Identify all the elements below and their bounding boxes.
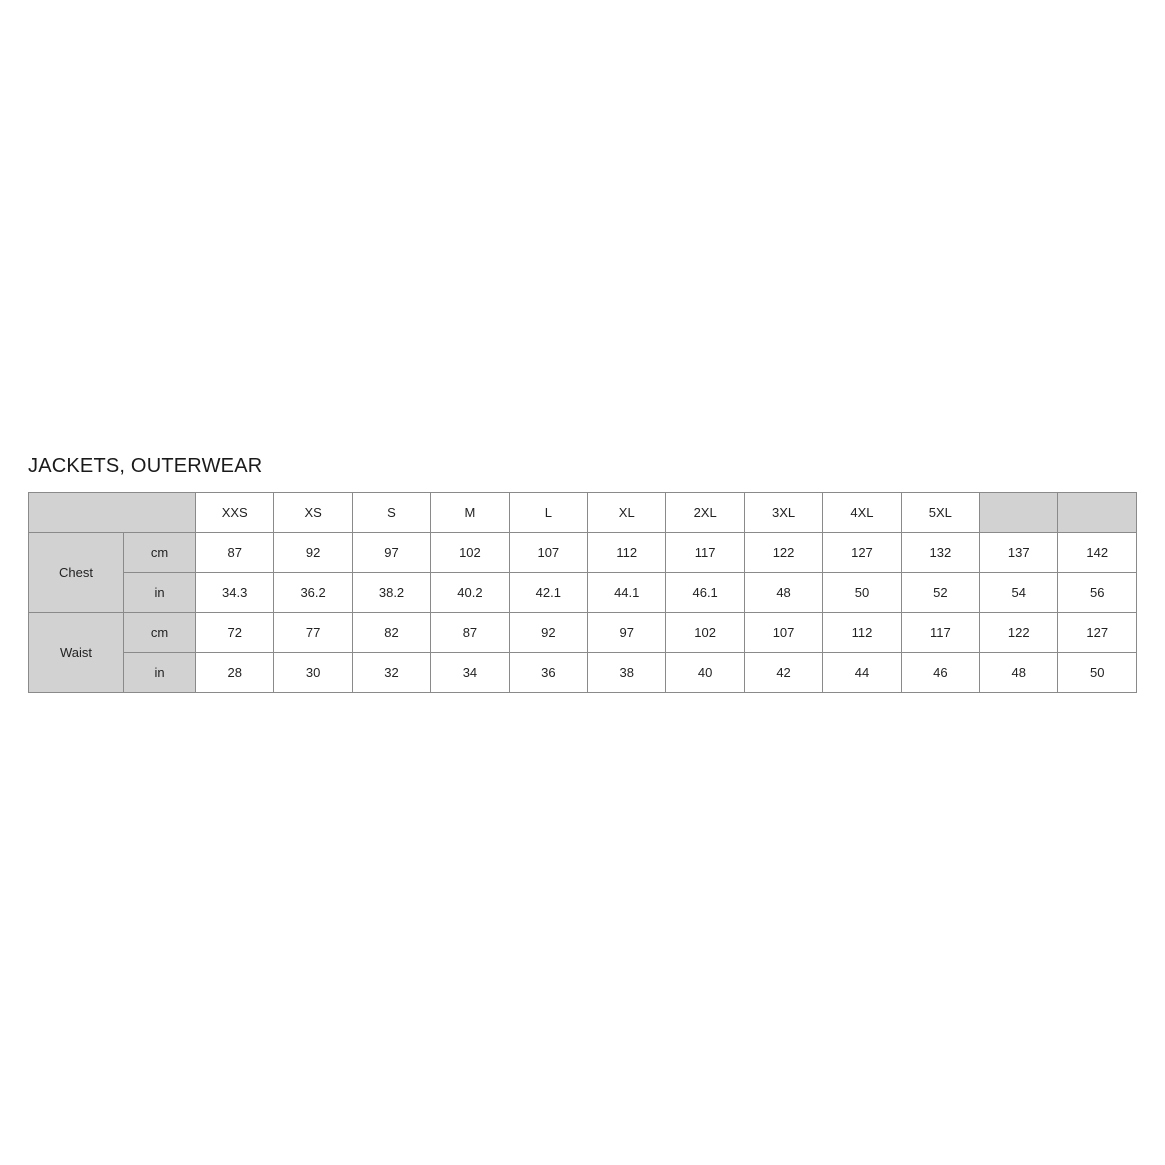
page-title: JACKETS, OUTERWEAR <box>28 455 263 477</box>
table-cell: 34 <box>430 652 510 693</box>
chest-cm-row: Chest cm 87 92 97 102 107 112 117 122 12… <box>28 532 1137 613</box>
size-header-xxs: XXS <box>194 492 275 533</box>
size-header-5xl: 5XL <box>900 492 981 533</box>
waist-cm-row: Waist cm 72 77 82 87 92 97 102 107 112 1… <box>28 612 1137 693</box>
table-cell: 122 <box>743 532 824 573</box>
table-cell: 40.2 <box>430 572 510 613</box>
table-cell: 38 <box>587 652 667 693</box>
table-cell: 117 <box>900 612 981 653</box>
table-cell: 112 <box>822 612 902 653</box>
unit-cell-in: in <box>123 572 196 613</box>
row-label-waist: Waist <box>28 612 124 693</box>
table-cell: 50 <box>822 572 902 613</box>
table-cell: 72 <box>194 612 275 653</box>
table-cell: 107 <box>508 532 589 573</box>
size-header-3xl: 3XL <box>743 492 824 533</box>
empty-header-cell <box>1057 492 1137 533</box>
table-cell: 107 <box>743 612 824 653</box>
table-cell: 92 <box>273 532 353 573</box>
empty-header-cell <box>979 492 1059 533</box>
header-row: XXS XS S M L XL 2XL 3XL 4XL 5XL <box>28 492 1137 533</box>
size-header-xs: XS <box>273 492 353 533</box>
table-cell: 54 <box>979 572 1059 613</box>
unit-cell-in: in <box>123 652 196 693</box>
size-header-s: S <box>351 492 432 533</box>
table-cell: 127 <box>822 532 902 573</box>
table-cell: 30 <box>273 652 353 693</box>
table-cell: 132 <box>900 532 981 573</box>
table-cell: 38.2 <box>351 572 432 613</box>
table-cell: 42.1 <box>508 572 589 613</box>
table-cell: 34.3 <box>194 572 275 613</box>
chest-in-row: in 34.3 36.2 38.2 40.2 42.1 44.1 46.1 48… <box>29 572 1137 613</box>
size-header-xl: XL <box>587 492 667 533</box>
table-cell: 127 <box>1057 612 1137 653</box>
table-cell: 50 <box>1057 652 1137 693</box>
unit-cell-cm: cm <box>123 612 196 653</box>
table-cell: 44.1 <box>587 572 667 613</box>
row-label-chest: Chest <box>28 532 124 613</box>
table-cell: 82 <box>351 612 432 653</box>
table-cell: 102 <box>665 612 745 653</box>
waist-in-row: in 28 30 32 34 36 38 40 42 44 46 48 50 <box>29 652 1137 693</box>
size-guide-section: JACKETS, OUTERWEAR XXS XS S M L XL 2XL 3… <box>28 452 1137 693</box>
table-cell: 137 <box>979 532 1059 573</box>
table-cell: 87 <box>194 532 275 573</box>
size-chart-table: XXS XS S M L XL 2XL 3XL 4XL 5XL Chest cm <box>28 492 1137 693</box>
table-cell: 46 <box>900 652 981 693</box>
size-header-l: L <box>508 492 589 533</box>
table-cell: 36 <box>508 652 589 693</box>
table-cell: 36.2 <box>273 572 353 613</box>
table-cell: 56 <box>1057 572 1137 613</box>
table-cell: 32 <box>351 652 432 693</box>
table-cell: 112 <box>587 532 667 573</box>
table-cell: 28 <box>194 652 275 693</box>
size-header-4xl: 4XL <box>822 492 902 533</box>
table-cell: 46.1 <box>665 572 745 613</box>
table-cell: 97 <box>351 532 432 573</box>
table-cell: 44 <box>822 652 902 693</box>
unit-cell-cm: cm <box>123 532 196 573</box>
table-cell: 48 <box>979 652 1059 693</box>
table-cell: 97 <box>587 612 667 653</box>
size-header-2xl: 2XL <box>665 492 745 533</box>
table-cell: 142 <box>1057 532 1137 573</box>
table-cell: 48 <box>743 572 824 613</box>
size-header-m: M <box>430 492 510 533</box>
table-cell: 122 <box>979 612 1059 653</box>
table-cell: 42 <box>743 652 824 693</box>
table-cell: 87 <box>430 612 510 653</box>
table-cell: 77 <box>273 612 353 653</box>
table-cell: 117 <box>665 532 745 573</box>
corner-cell <box>28 492 196 533</box>
table-cell: 40 <box>665 652 745 693</box>
table-cell: 52 <box>900 572 981 613</box>
table-cell: 92 <box>508 612 589 653</box>
table-cell: 102 <box>430 532 510 573</box>
